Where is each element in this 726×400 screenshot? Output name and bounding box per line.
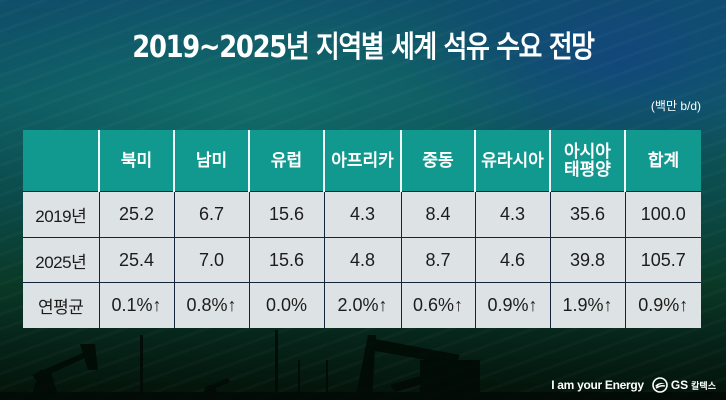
table-cell: 100.0 xyxy=(624,191,701,238)
header-south-america: 남미 xyxy=(173,130,249,192)
table-cell: 25.2 xyxy=(98,191,175,238)
table-cell: 8.7 xyxy=(400,237,476,283)
table-cell: 105.7 xyxy=(624,237,701,283)
header-corner xyxy=(23,130,99,192)
header-asia-line1: 아시아 xyxy=(564,141,611,161)
row-label: 2019년 xyxy=(23,191,100,238)
slogan-text: I am your Energy xyxy=(551,378,644,392)
page-title: 2019~2025년 지역별 세계 석유 수요 전망 xyxy=(132,30,595,65)
table-row: 2019년 25.2 6.7 15.6 4.3 8.4 4.3 35.6 100… xyxy=(23,191,701,238)
row-label: 2025년 xyxy=(23,237,100,283)
table-cell: 4.3 xyxy=(474,191,551,238)
header-north-america: 북미 xyxy=(98,130,174,192)
row-label: 연평균 xyxy=(23,282,100,328)
header-europe: 유럽 xyxy=(248,130,324,192)
table-cell: 0.1%↑ xyxy=(98,282,175,328)
footer-branding: I am your Energy GS 칼텍스 xyxy=(551,377,716,393)
table-cell: 0.9%↑ xyxy=(624,282,701,328)
table-cell: 8.4 xyxy=(400,191,476,238)
table-cell: 0.6%↑ xyxy=(400,282,476,328)
table-cell: 0.9%↑ xyxy=(474,282,551,328)
table-cell: 7.0 xyxy=(173,237,250,283)
table-cell: 1.9%↑ xyxy=(549,282,626,328)
table-row: 연평균 0.1%↑ 0.8%↑ 0.0% 2.0%↑ 0.6%↑ 0.9%↑ 1… xyxy=(23,282,701,328)
brand-logo: GS 칼텍스 xyxy=(652,377,716,393)
table-cell: 15.6 xyxy=(248,237,325,283)
header-total: 합계 xyxy=(624,130,701,192)
unit-label: (백만 b/d) xyxy=(650,99,701,113)
table-cell: 39.8 xyxy=(549,237,626,283)
table-cell: 15.6 xyxy=(248,191,325,238)
gs-logo-icon xyxy=(652,377,668,393)
table-header-row: 북미 남미 유럽 아프리카 중동 유라시아 아시아 태평양 합계 xyxy=(23,130,701,192)
table-cell: 4.8 xyxy=(323,237,402,283)
table-cell: 6.7 xyxy=(173,191,250,238)
header-asia-line2: 태평양 xyxy=(564,159,611,179)
table-cell: 2.0%↑ xyxy=(323,282,402,328)
table-cell: 0.0% xyxy=(248,282,325,328)
oil-pump-silhouette xyxy=(0,330,726,400)
table-cell: 4.6 xyxy=(474,237,551,283)
brand-subname: 칼텍스 xyxy=(691,381,716,392)
table-cell: 0.8%↑ xyxy=(173,282,250,328)
brand-name: GS xyxy=(670,378,689,392)
header-eurasia: 유라시아 xyxy=(474,130,550,192)
header-asia-pacific: 아시아 태평양 xyxy=(549,130,625,192)
table-row: 2025년 25.4 7.0 15.6 4.8 8.7 4.6 39.8 105… xyxy=(23,237,701,283)
header-middle-east: 중동 xyxy=(400,130,475,192)
oil-demand-table: 북미 남미 유럽 아프리카 중동 유라시아 아시아 태평양 합계 2019년 2… xyxy=(23,130,701,328)
table-cell: 35.6 xyxy=(549,191,626,238)
table-cell: 25.4 xyxy=(98,237,175,283)
header-africa: 아프리카 xyxy=(323,130,401,192)
table-cell: 4.3 xyxy=(323,191,402,238)
